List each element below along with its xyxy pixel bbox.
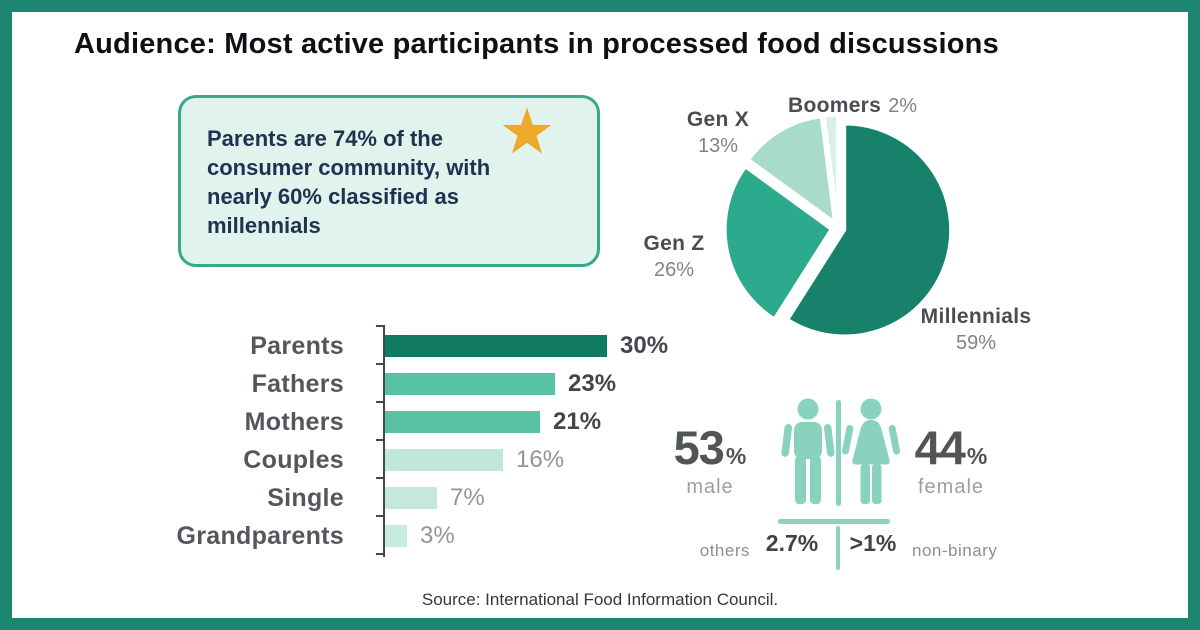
female-label: female [917, 476, 985, 498]
bar-label: Single [267, 484, 344, 512]
male-percent-sign: % [725, 443, 747, 469]
bar [385, 449, 503, 471]
nonbinary-percentage: >1% [849, 530, 897, 556]
pie-slice-boomers [822, 113, 840, 223]
bottom-divider [836, 526, 840, 570]
bar-label: Parents [250, 332, 344, 360]
source-note: Source: International Food Information C… [421, 590, 779, 609]
pie-label-gen-z: Gen Z 26% [643, 232, 705, 281]
male-icon [781, 398, 835, 504]
axis-tick [376, 363, 383, 365]
star-icon [502, 107, 552, 154]
bar-label: Mothers [244, 408, 344, 436]
female-percent-sign: % [966, 443, 988, 469]
male-percentage: 53% [673, 421, 747, 474]
bar-value: 16% [516, 446, 565, 473]
bar [385, 411, 540, 433]
pie-svg [723, 113, 953, 338]
pie-label-boomers: Boomers 2% [788, 94, 918, 117]
callout-text: Parents are 74% of the consumer communit… [207, 126, 491, 239]
male-stat: 53% male [652, 420, 768, 499]
axis-tick [376, 553, 383, 555]
pie-slice-gen-x [747, 115, 836, 224]
bar [385, 525, 407, 547]
pie-slice-gen-z [723, 165, 833, 321]
axis-tick [376, 477, 383, 479]
axis-tick [376, 515, 383, 517]
pie-label-gen-x: Gen X 13% [686, 108, 750, 157]
content-area: Audience: Most active participants in pr… [12, 12, 1188, 618]
bar-value: 21% [553, 408, 602, 435]
female-percentage: 44% [914, 421, 988, 474]
male-label: male [686, 476, 734, 498]
others-label: others [699, 541, 750, 560]
bar-axis [383, 325, 385, 557]
female-icon [841, 398, 901, 504]
gender-split-section: 53% male [12, 12, 1188, 618]
key-insight-callout: Parents are 74% of the consumer communit… [178, 95, 600, 267]
bar-label: Grandparents [176, 522, 344, 550]
bar-value: 23% [568, 370, 617, 397]
bar [385, 335, 607, 357]
bar-value: 3% [420, 522, 455, 549]
axis-tick [376, 439, 383, 441]
axis-tick [376, 325, 383, 327]
others-percentage: 2.7% [765, 530, 819, 556]
gender-divider [836, 400, 841, 506]
pie-label-millennials: Millennials 59% [920, 305, 1032, 354]
generation-pie-chart: Gen X 13% Boomers 2% Gen Z 26% Millennial… [12, 12, 1188, 618]
bar [385, 373, 555, 395]
bar-value: 7% [450, 484, 485, 511]
bar-label: Couples [243, 446, 344, 474]
female-stat: 44% female [892, 420, 1010, 499]
participant-bar-chart: Parents 30% Fathers 23% Mothers 21% Couples 16%… [134, 325, 754, 567]
bar [385, 487, 437, 509]
nonbinary-label: non-binary [912, 541, 998, 560]
bar-label: Fathers [251, 370, 344, 398]
gender-underline [778, 519, 890, 524]
axis-tick [376, 401, 383, 403]
page-title: Audience: Most active participants in pr… [74, 28, 999, 60]
bar-value: 30% [620, 332, 669, 359]
pie-slice-millennials [786, 122, 953, 338]
